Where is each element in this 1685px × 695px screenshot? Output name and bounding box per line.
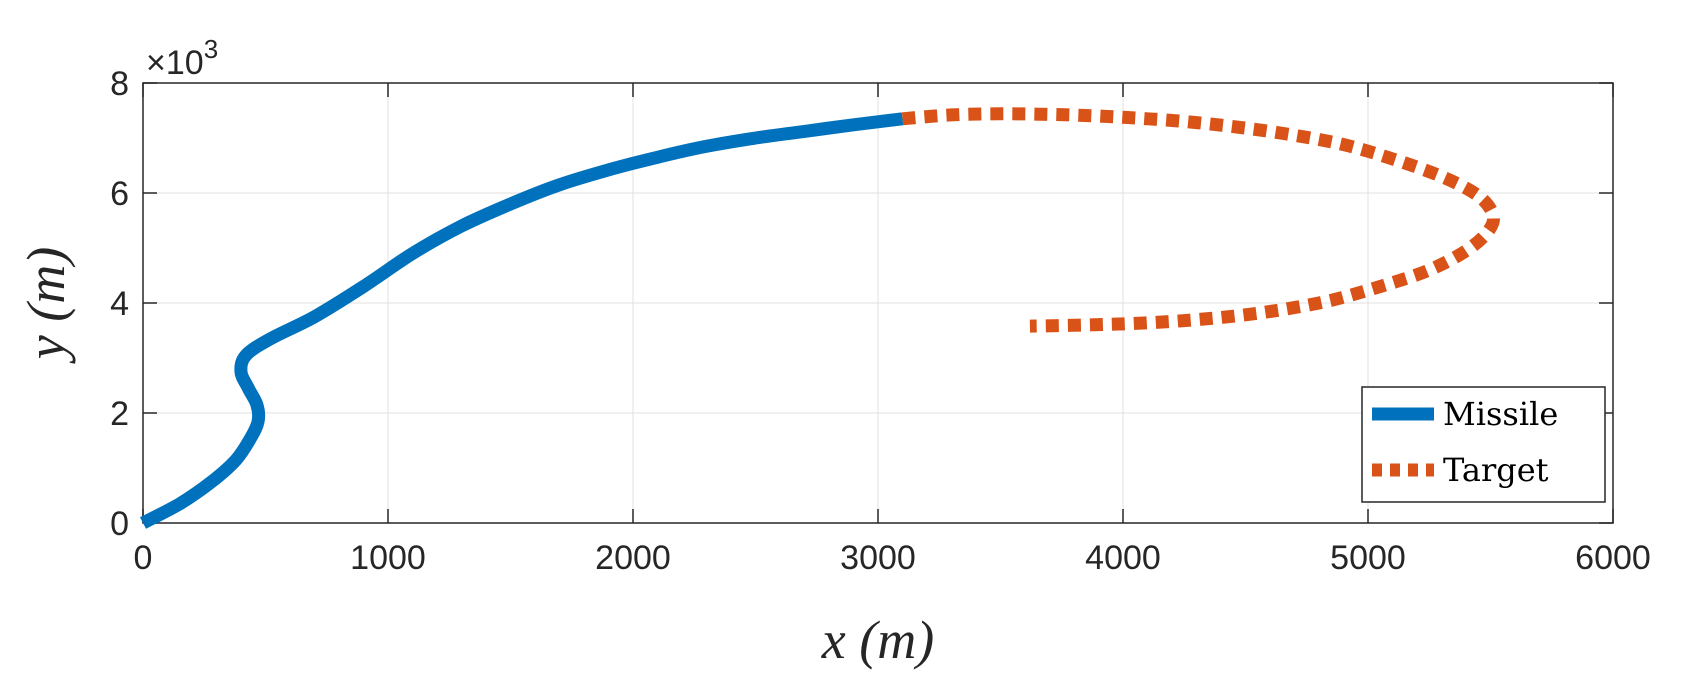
legend-label-missile: Missile bbox=[1443, 395, 1558, 433]
series bbox=[139, 107, 1501, 529]
x-tick-label: 1000 bbox=[350, 539, 426, 577]
x-tick-label: 5000 bbox=[1330, 539, 1406, 577]
y-tick-label: 4 bbox=[110, 285, 129, 323]
legend: Missile Target bbox=[1361, 386, 1606, 503]
series-line-missile bbox=[139, 112, 904, 529]
y-axis-label: y (m) bbox=[16, 247, 76, 364]
y-tick-label: 8 bbox=[110, 65, 129, 103]
x-tick-label: 4000 bbox=[1085, 539, 1161, 577]
y-multiplier: ×103 bbox=[146, 34, 218, 82]
series-line-target bbox=[901, 107, 1501, 333]
y-tick-label: 0 bbox=[110, 505, 129, 543]
x-axis-label: x (m) bbox=[821, 610, 934, 670]
legend-label-target: Target bbox=[1443, 451, 1549, 489]
x-tick-label: 6000 bbox=[1575, 539, 1651, 577]
y-tick-label: 6 bbox=[110, 175, 129, 213]
x-tick-label: 2000 bbox=[595, 539, 671, 577]
ticks: 0 1000 2000 3000 4000 5000 6000 0 2 4 6 8 bbox=[110, 65, 1651, 577]
legend-box bbox=[1361, 386, 1606, 503]
x-tick-label: 0 bbox=[134, 539, 153, 577]
x-tick-label: 3000 bbox=[840, 539, 916, 577]
y-tick-label: 2 bbox=[110, 395, 129, 433]
